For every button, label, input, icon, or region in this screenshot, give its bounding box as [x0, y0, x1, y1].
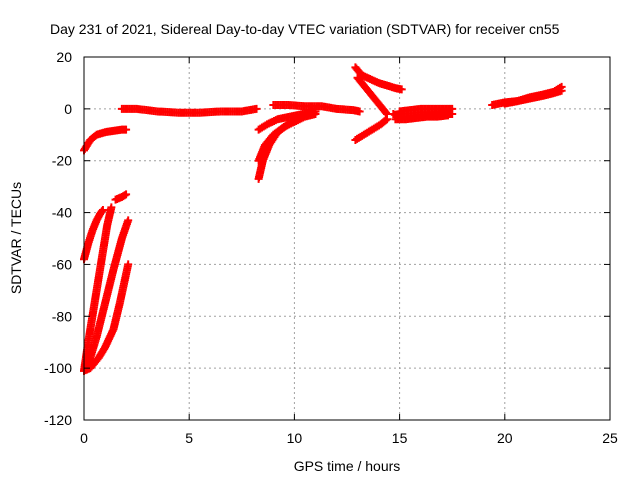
- x-tick-label: 5: [185, 430, 193, 446]
- data-point: [124, 216, 133, 225]
- y-tick-label: -80: [52, 308, 72, 324]
- data-point: [381, 108, 390, 117]
- data-point: [252, 104, 261, 113]
- series-track-10: [254, 107, 320, 134]
- series-track-05: [80, 260, 133, 375]
- series-track-07: [117, 104, 261, 117]
- y-tick-label: 0: [64, 101, 72, 117]
- data-point: [97, 207, 106, 216]
- data-point: [397, 85, 406, 94]
- y-tick-label: -20: [52, 153, 72, 169]
- x-tick-label: 25: [602, 430, 618, 446]
- series-track-14: [351, 115, 391, 144]
- y-tick-label: -120: [44, 412, 72, 428]
- x-tick-label: 0: [80, 430, 88, 446]
- chart-title: Day 231 of 2021, Sidereal Day-to-day VTE…: [50, 21, 560, 37]
- x-axis-ticks: 0 5 10 15 20 25: [80, 57, 618, 446]
- series-track-02: [80, 205, 107, 264]
- x-tick-label: 10: [287, 430, 303, 446]
- y-axis-ticks: -120 -100 -80 -60 -40 -20 0 20: [44, 49, 610, 428]
- series-track-19: [500, 82, 566, 108]
- series-track-16: [391, 111, 452, 124]
- data-point: [122, 125, 131, 134]
- x-tick-label: 20: [497, 430, 513, 446]
- data-point: [124, 260, 133, 269]
- data-point: [448, 104, 457, 113]
- data-point: [107, 203, 116, 212]
- data-point: [557, 82, 566, 91]
- data-point: [382, 115, 391, 124]
- y-tick-label: -60: [52, 256, 72, 272]
- data-point: [355, 107, 364, 116]
- data-points: [80, 63, 566, 375]
- data-point: [98, 205, 107, 214]
- x-tick-label: 15: [392, 430, 408, 446]
- y-tick-label: -40: [52, 205, 72, 221]
- y-tick-label: 20: [56, 49, 72, 65]
- data-point: [381, 116, 390, 125]
- y-tick-label: -100: [44, 360, 72, 376]
- data-point: [122, 190, 131, 199]
- series-track-11: [269, 100, 364, 116]
- y-axis-label: SDTVAR / TECUs: [8, 182, 24, 294]
- series-track-06: [111, 190, 131, 204]
- x-axis-label: GPS time / hours: [294, 458, 401, 474]
- series-track-01: [80, 125, 131, 155]
- series-track-03: [80, 203, 116, 375]
- series-track-12: [351, 63, 406, 94]
- plot-frame: [83, 56, 611, 421]
- series-track-17: [395, 104, 457, 116]
- series-track-04: [80, 216, 133, 375]
